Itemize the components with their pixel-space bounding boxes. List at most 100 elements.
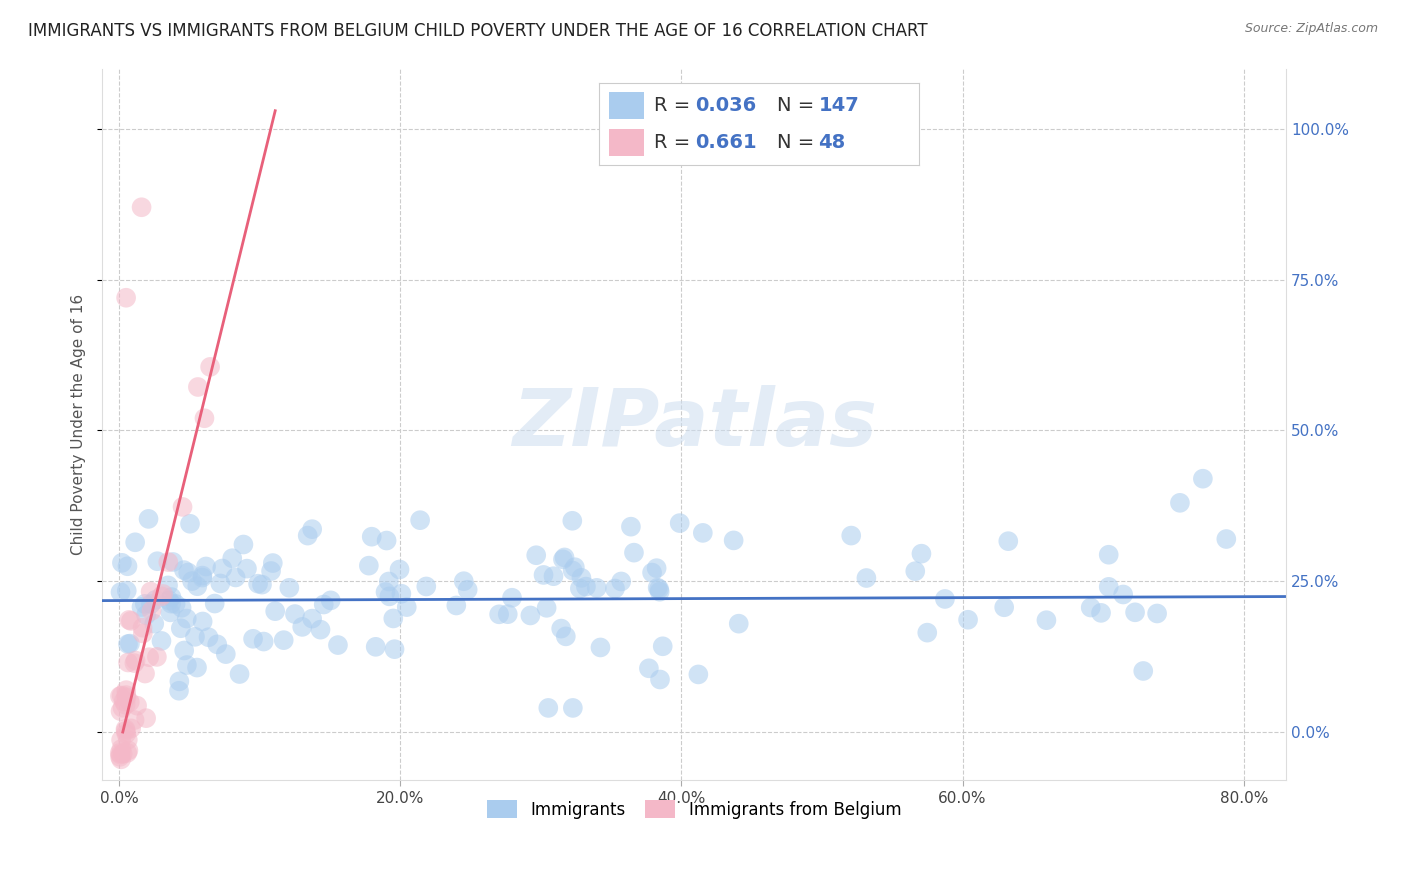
Point	[496, 607, 519, 622]
Point	[1192, 472, 1215, 486]
Point	[550, 622, 572, 636]
Point	[1215, 532, 1237, 546]
Point	[124, 713, 146, 727]
Point	[173, 643, 195, 657]
Point	[169, 674, 191, 689]
Point	[571, 571, 593, 585]
Point	[162, 555, 184, 569]
Point	[193, 411, 215, 425]
Point	[375, 533, 398, 548]
Point	[145, 593, 167, 607]
Point	[651, 640, 673, 654]
Point	[688, 667, 710, 681]
Text: Source: ZipAtlas.com: Source: ZipAtlas.com	[1244, 22, 1378, 36]
Point	[312, 598, 335, 612]
Point	[179, 516, 201, 531]
Point	[186, 660, 208, 674]
Point	[309, 623, 332, 637]
Point	[533, 568, 555, 582]
Point	[648, 673, 671, 687]
Point	[648, 582, 671, 596]
Point	[187, 380, 209, 394]
Point	[648, 584, 671, 599]
Point	[993, 600, 1015, 615]
Point	[176, 658, 198, 673]
Point	[108, 689, 131, 703]
Point	[242, 632, 264, 646]
Point	[108, 749, 131, 764]
Point	[378, 590, 401, 604]
Point	[389, 587, 412, 601]
Point	[536, 600, 558, 615]
Point	[250, 577, 273, 591]
Point	[191, 570, 214, 584]
Text: ZIPatlas: ZIPatlas	[512, 385, 876, 464]
Point	[207, 637, 229, 651]
Point	[278, 581, 301, 595]
Point	[138, 650, 160, 665]
Point	[110, 742, 132, 756]
Point	[120, 722, 142, 736]
Point	[110, 732, 132, 747]
Point	[727, 616, 749, 631]
Point	[409, 513, 432, 527]
Point	[645, 561, 668, 575]
Point	[135, 711, 157, 725]
Point	[127, 698, 149, 713]
Point	[124, 535, 146, 549]
Point	[568, 582, 591, 596]
Point	[957, 613, 980, 627]
Point	[291, 620, 314, 634]
Point	[388, 562, 411, 576]
Point	[146, 554, 169, 568]
Point	[111, 556, 134, 570]
Point	[165, 597, 187, 611]
Point	[564, 560, 586, 574]
Point	[204, 597, 226, 611]
Point	[110, 585, 132, 599]
Point	[157, 578, 180, 592]
Point	[1146, 607, 1168, 621]
Point	[139, 597, 162, 611]
Legend: Immigrants, Immigrants from Belgium: Immigrants, Immigrants from Belgium	[479, 793, 908, 825]
Point	[262, 556, 284, 570]
Point	[132, 626, 155, 640]
Point	[111, 700, 134, 714]
Point	[150, 634, 173, 648]
Point	[554, 550, 576, 565]
Point	[1123, 605, 1146, 619]
Point	[184, 630, 207, 644]
Point	[170, 600, 193, 615]
Point	[551, 552, 574, 566]
Point	[225, 570, 247, 584]
Point	[260, 564, 283, 578]
Point	[232, 537, 254, 551]
Point	[115, 583, 138, 598]
Point	[501, 591, 523, 605]
Point	[181, 574, 204, 588]
Point	[215, 647, 238, 661]
Point	[264, 604, 287, 618]
Point	[904, 564, 927, 578]
Point	[115, 727, 138, 741]
Point	[453, 574, 475, 589]
Point	[488, 607, 510, 622]
Point	[110, 752, 132, 766]
Point	[115, 690, 138, 705]
Point	[668, 516, 690, 530]
Point	[297, 528, 319, 542]
Point	[176, 611, 198, 625]
Point	[112, 694, 135, 708]
Point	[117, 559, 139, 574]
Point	[382, 611, 405, 625]
Point	[301, 611, 323, 625]
Point	[855, 571, 877, 585]
Point	[134, 597, 156, 611]
Point	[114, 723, 136, 738]
Point	[360, 530, 382, 544]
Point	[620, 519, 643, 533]
Point	[537, 701, 560, 715]
Point	[114, 698, 136, 712]
Point	[131, 599, 153, 614]
Point	[134, 666, 156, 681]
